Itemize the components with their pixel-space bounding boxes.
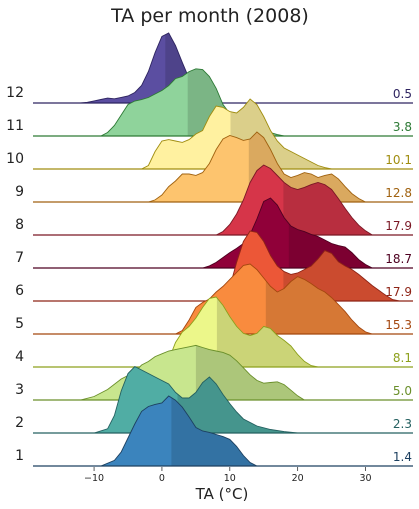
mean-label-6: 17.9 xyxy=(385,285,412,299)
month-label-7: 7 xyxy=(15,250,24,266)
month-label-11: 11 xyxy=(6,118,24,134)
ridge-fill-1 xyxy=(33,396,413,466)
ridge-fill-above-mean-2 xyxy=(177,377,413,433)
x-axis: −10 0 10 20 30 xyxy=(84,467,372,484)
month-label-1: 1 xyxy=(15,448,24,464)
x-tick-label-20: 20 xyxy=(292,473,304,484)
ridge-outline-6 xyxy=(33,230,413,302)
ridge-fill-above-mean-3 xyxy=(195,345,413,400)
month-label-10: 10 xyxy=(6,151,24,167)
ridge-fill-above-mean-1 xyxy=(171,397,413,466)
month-label-3: 3 xyxy=(15,382,24,398)
ridge-outline-2 xyxy=(33,365,413,434)
ridge-outline-10 xyxy=(33,98,413,170)
month-label-2: 2 xyxy=(15,415,24,431)
month-label-5: 5 xyxy=(15,316,24,332)
ridge-fill-12 xyxy=(33,33,413,103)
month-label-9: 9 xyxy=(15,184,24,200)
chart-title: TA per month (2008) xyxy=(110,5,309,27)
mean-label-11: 3.8 xyxy=(393,120,412,134)
ridge-fill-above-mean-10 xyxy=(230,99,413,169)
mean-label-5: 15.3 xyxy=(385,318,412,332)
ridge-outline-1 xyxy=(33,395,413,467)
ridge-fill-above-mean-9 xyxy=(248,132,413,202)
ridge-fill-above-mean-8 xyxy=(283,181,413,235)
x-tick-label-30: 30 xyxy=(359,473,371,484)
mean-label-8: 17.9 xyxy=(385,219,412,233)
ridges: 12 0.511 3.810 10.19 12.88 17.97 18.76 17.95 15.… xyxy=(6,32,413,467)
x-tick-label--10: −10 xyxy=(84,473,104,484)
x-tick-label-0: 0 xyxy=(159,473,165,484)
mean-label-9: 12.8 xyxy=(385,186,412,200)
ridge-fill-10 xyxy=(33,99,413,169)
ridge-outline-4 xyxy=(33,296,413,368)
ridge-month-1: 1 1.4 xyxy=(15,395,413,467)
ridge-outline-8 xyxy=(33,164,413,236)
month-label-12: 12 xyxy=(6,85,24,101)
x-tick-label-10: 10 xyxy=(224,473,236,484)
ridge-outline-7 xyxy=(33,197,413,269)
mean-label-3: 5.0 xyxy=(393,384,412,398)
ridge-month-2: 2 2.3 xyxy=(15,365,413,434)
mean-label-2: 2.3 xyxy=(393,417,412,431)
mean-label-4: 8.1 xyxy=(393,351,412,365)
mean-label-1: 1.4 xyxy=(393,450,412,464)
mean-label-7: 18.7 xyxy=(385,252,412,266)
ridge-outline-9 xyxy=(33,131,413,203)
mean-label-10: 10.1 xyxy=(385,153,412,167)
ridge-fill-9 xyxy=(33,132,413,202)
x-axis-label: TA (°C) xyxy=(195,485,249,503)
ridge-month-8: 8 17.9 xyxy=(15,164,413,236)
ridge-fill-above-mean-5 xyxy=(265,276,413,334)
ridge-fill-11 xyxy=(33,68,413,136)
ridge-outline-5 xyxy=(33,263,413,335)
mean-label-12: 0.5 xyxy=(393,87,412,101)
month-label-4: 4 xyxy=(15,349,24,365)
month-label-8: 8 xyxy=(15,217,24,233)
ridge-fill-above-mean-4 xyxy=(216,297,413,367)
month-label-6: 6 xyxy=(15,283,24,299)
ridge-outline-12 xyxy=(33,32,413,104)
